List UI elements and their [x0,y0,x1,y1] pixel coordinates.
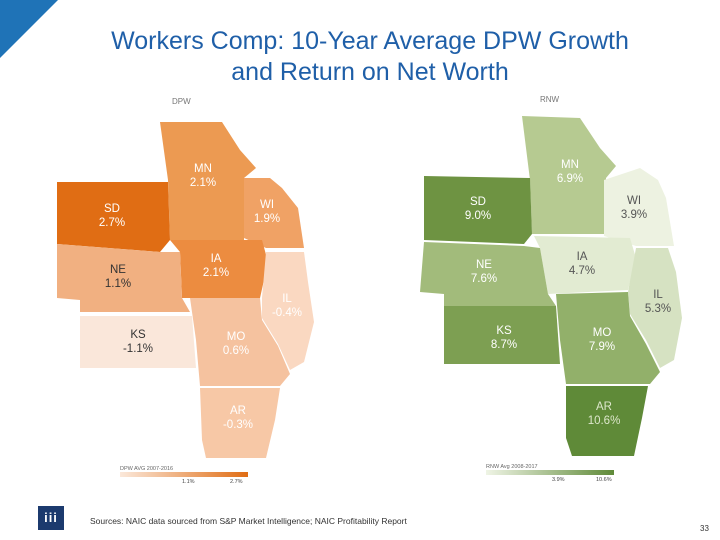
rnw-map-tag: RNW [540,95,560,104]
dpw-sd-abbr: SD [104,203,120,215]
dpw-state-wi [244,178,304,248]
dpw-wi-value: 1.9% [254,213,280,225]
dpw-state-sd [57,182,170,252]
rnw-sd-abbr: SD [470,196,486,208]
dpw-state-mn [160,122,256,240]
title-line-2: and Return on Net Worth [231,58,509,86]
rnw-label-ia: IA 4.7% [569,251,595,277]
dpw-label-sd: SD 2.7% [99,203,125,229]
rnw-ia-value: 4.7% [569,265,595,277]
dpw-il-value: -0.4% [272,307,302,319]
dpw-legend-bar [120,472,248,477]
rnw-label-mn: MN 6.9% [557,159,583,185]
dpw-mo-abbr: MO [227,331,246,343]
corner-accent [0,0,58,58]
slide-title: Workers Comp: 10-Year Average DPW Growth… [40,26,700,88]
rnw-state-sd [424,176,532,244]
rnw-map [420,116,682,456]
dpw-mn-abbr: MN [194,163,212,175]
dpw-ar-abbr: AR [230,405,246,417]
rnw-label-ne: NE 7.6% [471,259,497,285]
rnw-label-sd: SD 9.0% [465,196,491,222]
dpw-mo-value: 0.6% [223,345,249,357]
rnw-sd-value: 9.0% [465,210,491,222]
rnw-ia-abbr: IA [577,251,588,263]
rnw-label-wi: WI 3.9% [621,195,647,221]
dpw-label-ne: NE 1.1% [105,264,131,290]
dpw-ks-abbr: KS [130,329,146,341]
dpw-legend-min: 1.1% [182,479,195,485]
rnw-wi-value: 3.9% [621,209,647,221]
rnw-legend-bar [486,470,614,475]
rnw-ne-value: 7.6% [471,273,497,285]
rnw-mo-abbr: MO [593,327,612,339]
dpw-label-ia: IA 2.1% [203,253,229,279]
rnw-state-mn [522,116,616,234]
dpw-label-ar: AR -0.3% [223,405,253,431]
dpw-ar-value: -0.3% [223,419,253,431]
rnw-wi-abbr: WI [627,195,641,207]
rnw-state-mo [556,292,660,384]
rnw-ne-abbr: NE [476,259,492,271]
dpw-state-ar [200,388,280,458]
dpw-map [57,122,314,458]
rnw-legend-max: 10.6% [596,477,612,483]
dpw-state-ne [57,244,190,312]
title-line-1: Workers Comp: 10-Year Average DPW Growth [111,27,629,55]
dpw-il-abbr: IL [282,293,292,305]
rnw-mn-abbr: MN [561,159,579,171]
dpw-ia-abbr: IA [211,253,222,265]
rnw-label-mo: MO 7.9% [589,327,615,353]
source-note: Sources: NAIC data sourced from S&P Mark… [90,516,407,526]
rnw-legend-min: 3.9% [552,477,565,483]
dpw-sd-value: 2.7% [99,217,125,229]
page-number: 33 [700,524,709,533]
dpw-label-wi: WI 1.9% [254,199,280,225]
dpw-state-mo [190,298,290,386]
dpw-legend-max: 2.7% [230,479,243,485]
rnw-ar-abbr: AR [596,401,612,413]
rnw-mn-value: 6.9% [557,173,583,185]
rnw-il-value: 5.3% [645,303,671,315]
rnw-label-ks: KS 8.7% [491,325,517,351]
rnw-mo-value: 7.9% [589,341,615,353]
dpw-state-ks [80,316,196,368]
rnw-state-wi [604,168,674,246]
rnw-ar-value: 10.6% [588,415,621,427]
dpw-label-mo: MO 0.6% [223,331,249,357]
dpw-mn-value: 2.1% [190,177,216,189]
dpw-map-tag: DPW [172,97,191,106]
rnw-label-il: IL 5.3% [645,289,671,315]
rnw-state-ia [534,236,636,294]
rnw-state-ne [420,242,556,306]
rnw-state-ks [444,306,560,364]
rnw-state-ar [566,386,648,456]
rnw-il-abbr: IL [653,289,663,301]
dpw-wi-abbr: WI [260,199,274,211]
rnw-ks-abbr: KS [496,325,512,337]
dpw-label-mn: MN 2.1% [190,163,216,189]
dpw-ne-value: 1.1% [105,278,131,290]
dpw-state-il [262,252,314,370]
dpw-label-ks: KS -1.1% [123,329,153,355]
rnw-state-il [628,248,682,368]
iii-logo: iii [38,506,64,530]
dpw-legend-title: DPW AVG 2007-2016 [120,466,174,472]
rnw-legend-title: RNW Avg 2008-2017 [486,464,538,470]
rnw-label-ar: AR 10.6% [588,401,621,427]
dpw-ks-value: -1.1% [123,343,153,355]
rnw-ks-value: 8.7% [491,339,517,351]
dpw-ia-value: 2.1% [203,267,229,279]
dpw-ne-abbr: NE [110,264,126,276]
dpw-state-ia [170,240,268,298]
dpw-label-il: IL -0.4% [272,293,302,319]
